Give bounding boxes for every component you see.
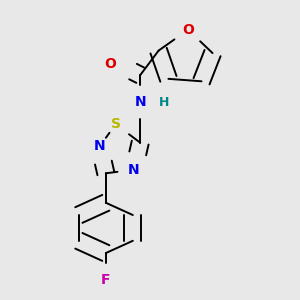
Text: H: H bbox=[159, 96, 169, 109]
Text: F: F bbox=[101, 273, 111, 287]
Text: N: N bbox=[128, 163, 140, 177]
Text: N: N bbox=[94, 139, 106, 153]
Text: O: O bbox=[104, 57, 116, 71]
Text: N: N bbox=[134, 95, 146, 109]
Text: O: O bbox=[182, 23, 194, 37]
Text: S: S bbox=[111, 117, 121, 131]
